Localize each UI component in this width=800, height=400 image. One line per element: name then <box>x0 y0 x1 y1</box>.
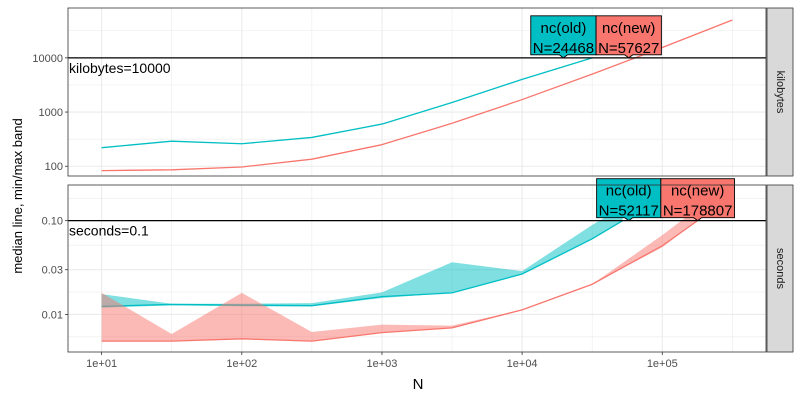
label-threshold-n: N=178807 <box>663 203 733 220</box>
y-tick-label: 0.10 <box>42 216 63 228</box>
band-nc(new) <box>101 208 698 342</box>
facet-strip <box>766 184 794 353</box>
label-series-name: nc(old) <box>606 183 652 200</box>
y-axis: 100 1000 10000 <box>32 53 68 173</box>
x-tick-label: 1e+04 <box>507 358 538 370</box>
y-tick-label: 100 <box>45 161 63 173</box>
y-tick-label: 0.03 <box>42 265 63 277</box>
label-series-name: nc(new) <box>602 20 655 37</box>
facet-strip-label: kilobytes <box>774 71 786 114</box>
x-tick-label: 1e+05 <box>647 358 678 370</box>
reference-label: seconds=0.1 <box>69 223 149 239</box>
reference-label: kilobytes=10000 <box>69 60 171 76</box>
label-threshold-n: N=57627 <box>598 40 659 57</box>
y-axis: 0.01 0.03 0.10 <box>42 216 68 321</box>
y-tick-label: 1000 <box>39 107 63 119</box>
label-threshold-n: N=24468 <box>533 40 594 57</box>
direct-label-nc(old): nc(old) N=52117 <box>596 178 662 222</box>
median-line-nc(old) <box>101 220 623 308</box>
x-tick-label: 1e+03 <box>367 358 398 370</box>
y-tick-label: 10000 <box>32 53 63 65</box>
y-tick-label: 0.01 <box>42 309 63 321</box>
x-axis-label: N <box>413 376 424 393</box>
panel-seconds: seconds=0.1 nc(old) N=52117 nc(new) N=178807… <box>42 178 794 353</box>
label-series-name: nc(new) <box>671 183 724 200</box>
x-axis: 1e+01 1e+02 1e+03 1e+04 1e+05 <box>86 352 678 370</box>
x-tick-label: 1e+01 <box>86 358 117 370</box>
series-layer <box>101 19 733 172</box>
panel-border <box>67 184 767 353</box>
x-tick-label: 1e+02 <box>226 358 257 370</box>
label-threshold-n: N=52117 <box>599 203 659 220</box>
label-series-name: nc(old) <box>540 20 586 37</box>
facet-strip-label: seconds <box>774 248 786 289</box>
panel-border <box>67 7 767 177</box>
y-axis-label: median line, min/max band <box>10 118 25 273</box>
median-line-nc(new) <box>101 19 733 172</box>
median-line-nc(old) <box>101 57 593 149</box>
panel-kilobytes: kilobytes=10000 nc(old) N=24468 nc(new) N=57… <box>32 7 794 177</box>
direct-label-nc(old): nc(old) N=24468 <box>530 15 597 59</box>
median-line-nc(new) <box>101 220 699 342</box>
direct-label-nc(new): nc(new) N=178807 <box>660 178 735 222</box>
label-box <box>595 15 662 59</box>
facet-strip <box>766 7 794 177</box>
series-layer <box>101 206 699 342</box>
direct-label-nc(new): nc(new) N=57627 <box>595 15 662 59</box>
chart-panels: kilobytes=10000 nc(old) N=24468 nc(new) N=57… <box>32 7 794 353</box>
